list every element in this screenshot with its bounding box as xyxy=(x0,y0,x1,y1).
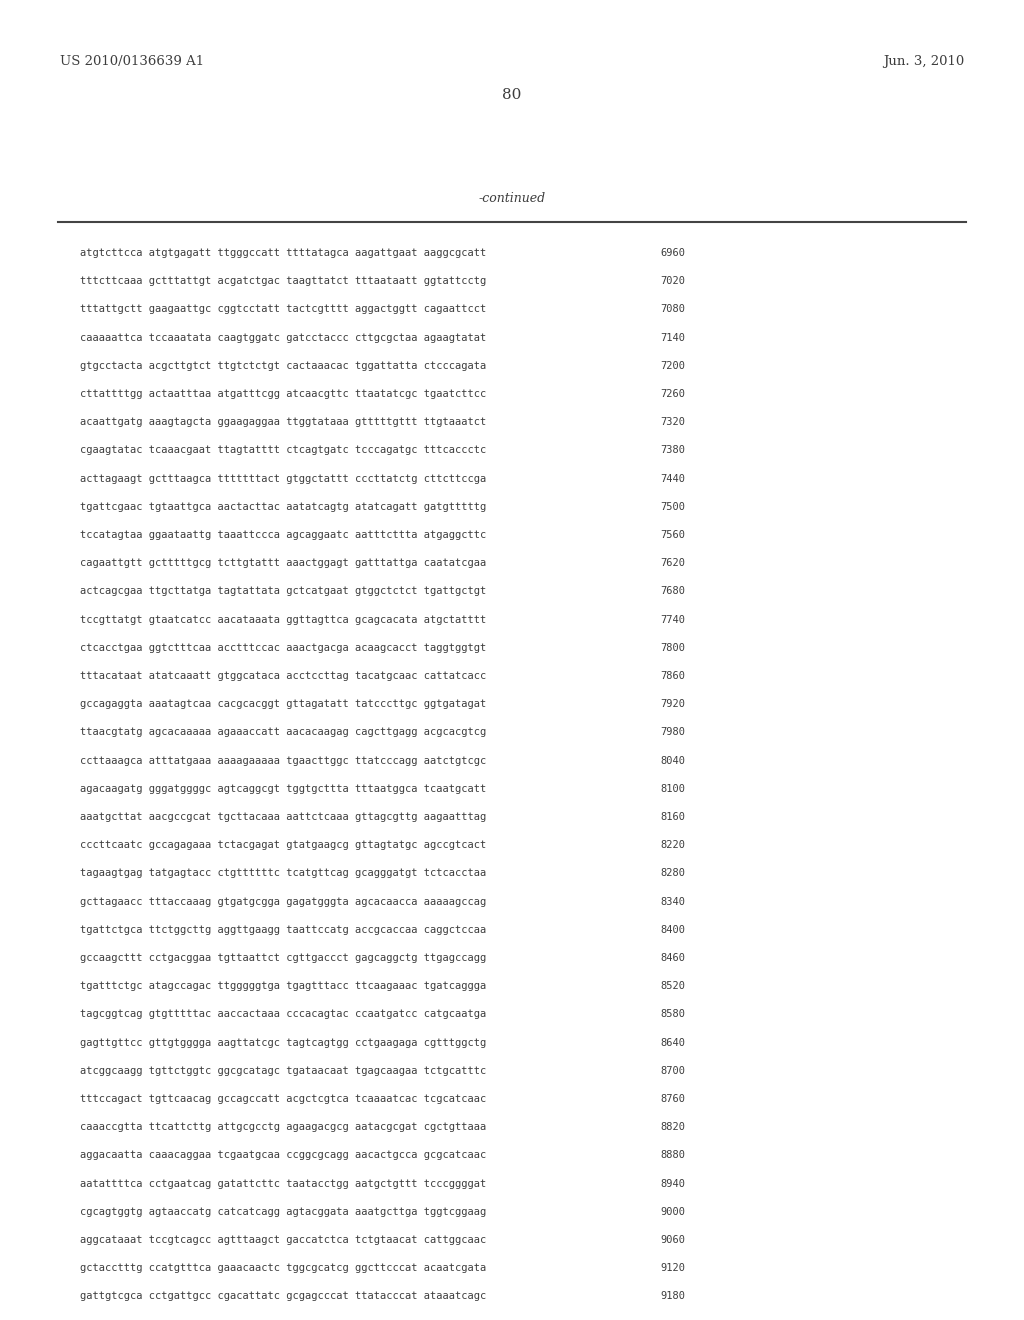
Text: ccttaaagca atttatgaaa aaaagaaaaa tgaacttggc ttatcccagg aatctgtcgc: ccttaaagca atttatgaaa aaaagaaaaa tgaactt… xyxy=(80,755,486,766)
Text: tttcttcaaa gctttattgt acgatctgac taagttatct tttaataatt ggtattcctg: tttcttcaaa gctttattgt acgatctgac taagtta… xyxy=(80,276,486,286)
Text: 7260: 7260 xyxy=(660,389,685,399)
Text: ctcacctgaa ggtctttcaa acctttccac aaactgacga acaagcacct taggtggtgt: ctcacctgaa ggtctttcaa acctttccac aaactga… xyxy=(80,643,486,653)
Text: tagcggtcag gtgtttttac aaccactaaa cccacagtac ccaatgatcc catgcaatga: tagcggtcag gtgtttttac aaccactaaa cccacag… xyxy=(80,1010,486,1019)
Text: agacaagatg gggatggggc agtcaggcgt tggtgcttta tttaatggca tcaatgcatt: agacaagatg gggatggggc agtcaggcgt tggtgct… xyxy=(80,784,486,793)
Text: 8760: 8760 xyxy=(660,1094,685,1104)
Text: 8340: 8340 xyxy=(660,896,685,907)
Text: 7620: 7620 xyxy=(660,558,685,568)
Text: 6960: 6960 xyxy=(660,248,685,257)
Text: cgaagtatac tcaaacgaat ttagtatttt ctcagtgatc tcccagatgc tttcaccctc: cgaagtatac tcaaacgaat ttagtatttt ctcagtg… xyxy=(80,445,486,455)
Text: tagaagtgag tatgagtacc ctgttttttc tcatgttcag gcagggatgt tctcacctaa: tagaagtgag tatgagtacc ctgttttttc tcatgtt… xyxy=(80,869,486,878)
Text: gccaagcttt cctgacggaa tgttaattct cgttgaccct gagcaggctg ttgagccagg: gccaagcttt cctgacggaa tgttaattct cgttgac… xyxy=(80,953,486,964)
Text: 7800: 7800 xyxy=(660,643,685,653)
Text: gctacctttg ccatgtttca gaaacaactc tggcgcatcg ggcttcccat acaatcgata: gctacctttg ccatgtttca gaaacaactc tggcgca… xyxy=(80,1263,486,1274)
Text: tgattcgaac tgtaattgca aactacttac aatatcagtg atatcagatt gatgtttttg: tgattcgaac tgtaattgca aactacttac aatatca… xyxy=(80,502,486,512)
Text: atcggcaagg tgttctggtc ggcgcatagc tgataacaat tgagcaagaa tctgcatttc: atcggcaagg tgttctggtc ggcgcatagc tgataac… xyxy=(80,1065,486,1076)
Text: acttagaagt gctttaagca tttttttact gtggctattt cccttatctg cttcttccga: acttagaagt gctttaagca tttttttact gtggcta… xyxy=(80,474,486,483)
Text: gccagaggta aaatagtcaa cacgcacggt gttagatatt tatcccttgc ggtgatagat: gccagaggta aaatagtcaa cacgcacggt gttagat… xyxy=(80,700,486,709)
Text: 8580: 8580 xyxy=(660,1010,685,1019)
Text: atgtcttcca atgtgagatt ttgggccatt ttttatagca aagattgaat aaggcgcatt: atgtcttcca atgtgagatt ttgggccatt ttttata… xyxy=(80,248,486,257)
Text: 7440: 7440 xyxy=(660,474,685,483)
Text: aggacaatta caaacaggaa tcgaatgcaa ccggcgcagg aacactgcca gcgcatcaac: aggacaatta caaacaggaa tcgaatgcaa ccggcgc… xyxy=(80,1151,486,1160)
Text: ttaacgtatg agcacaaaaa agaaaccatt aacacaagag cagcttgagg acgcacgtcg: ttaacgtatg agcacaaaaa agaaaccatt aacacaa… xyxy=(80,727,486,738)
Text: 7500: 7500 xyxy=(660,502,685,512)
Text: cttattttgg actaatttaa atgatttcgg atcaacgttc ttaatatcgc tgaatcttcc: cttattttgg actaatttaa atgatttcgg atcaacg… xyxy=(80,389,486,399)
Text: 8940: 8940 xyxy=(660,1179,685,1188)
Text: tttacataat atatcaaatt gtggcataca acctccttag tacatgcaac cattatcacc: tttacataat atatcaaatt gtggcataca acctcct… xyxy=(80,671,486,681)
Text: 7920: 7920 xyxy=(660,700,685,709)
Text: 8700: 8700 xyxy=(660,1065,685,1076)
Text: 8460: 8460 xyxy=(660,953,685,964)
Text: 8520: 8520 xyxy=(660,981,685,991)
Text: cgcagtggtg agtaaccatg catcatcagg agtacggata aaatgcttga tggtcggaag: cgcagtggtg agtaaccatg catcatcagg agtacgg… xyxy=(80,1206,486,1217)
Text: aatattttca cctgaatcag gatattcttc taatacctgg aatgctgttt tcccggggat: aatattttca cctgaatcag gatattcttc taatacc… xyxy=(80,1179,486,1188)
Text: 7380: 7380 xyxy=(660,445,685,455)
Text: 7980: 7980 xyxy=(660,727,685,738)
Text: 8820: 8820 xyxy=(660,1122,685,1133)
Text: tttattgctt gaagaattgc cggtcctatt tactcgtttt aggactggtt cagaattcct: tttattgctt gaagaattgc cggtcctatt tactcgt… xyxy=(80,305,486,314)
Text: 8400: 8400 xyxy=(660,925,685,935)
Text: 7740: 7740 xyxy=(660,615,685,624)
Text: tccgttatgt gtaatcatcc aacataaata ggttagttca gcagcacata atgctatttt: tccgttatgt gtaatcatcc aacataaata ggttagt… xyxy=(80,615,486,624)
Text: caaaaattca tccaaatata caagtggatc gatcctaccc cttgcgctaa agaagtatat: caaaaattca tccaaatata caagtggatc gatccta… xyxy=(80,333,486,343)
Text: 8880: 8880 xyxy=(660,1151,685,1160)
Text: cccttcaatc gccagagaaa tctacgagat gtatgaagcg gttagtatgc agccgtcact: cccttcaatc gccagagaaa tctacgagat gtatgaa… xyxy=(80,841,486,850)
Text: 8040: 8040 xyxy=(660,755,685,766)
Text: 7680: 7680 xyxy=(660,586,685,597)
Text: 8640: 8640 xyxy=(660,1038,685,1048)
Text: 8280: 8280 xyxy=(660,869,685,878)
Text: 9060: 9060 xyxy=(660,1236,685,1245)
Text: tccatagtaa ggaataattg taaattccca agcaggaatc aatttcttta atgaggcttc: tccatagtaa ggaataattg taaattccca agcagga… xyxy=(80,531,486,540)
Text: caaaccgtta ttcattcttg attgcgcctg agaagacgcg aatacgcgat cgctgttaaa: caaaccgtta ttcattcttg attgcgcctg agaagac… xyxy=(80,1122,486,1133)
Text: 7860: 7860 xyxy=(660,671,685,681)
Text: 7320: 7320 xyxy=(660,417,685,428)
Text: gagttgttcc gttgtgggga aagttatcgc tagtcagtgg cctgaagaga cgtttggctg: gagttgttcc gttgtgggga aagttatcgc tagtcag… xyxy=(80,1038,486,1048)
Text: aaatgcttat aacgccgcat tgcttacaaa aattctcaaa gttagcgttg aagaatttag: aaatgcttat aacgccgcat tgcttacaaa aattctc… xyxy=(80,812,486,822)
Text: 7140: 7140 xyxy=(660,333,685,343)
Text: 9120: 9120 xyxy=(660,1263,685,1274)
Text: 7200: 7200 xyxy=(660,360,685,371)
Text: 7080: 7080 xyxy=(660,305,685,314)
Text: Jun. 3, 2010: Jun. 3, 2010 xyxy=(883,55,964,69)
Text: acaattgatg aaagtagcta ggaagaggaa ttggtataaa gtttttgttt ttgtaaatct: acaattgatg aaagtagcta ggaagaggaa ttggtat… xyxy=(80,417,486,428)
Text: gcttagaacc tttaccaaag gtgatgcgga gagatgggta agcacaacca aaaaagccag: gcttagaacc tttaccaaag gtgatgcgga gagatgg… xyxy=(80,896,486,907)
Text: 9000: 9000 xyxy=(660,1206,685,1217)
Text: 7560: 7560 xyxy=(660,531,685,540)
Text: cagaattgtt gctttttgcg tcttgtattt aaactggagt gatttattga caatatcgaa: cagaattgtt gctttttgcg tcttgtattt aaactgg… xyxy=(80,558,486,568)
Text: gattgtcgca cctgattgcc cgacattatc gcgagcccat ttatacccat ataaatcagc: gattgtcgca cctgattgcc cgacattatc gcgagcc… xyxy=(80,1291,486,1302)
Text: tgatttctgc atagccagac ttgggggtga tgagtttacc ttcaagaaac tgatcaggga: tgatttctgc atagccagac ttgggggtga tgagttt… xyxy=(80,981,486,991)
Text: 8220: 8220 xyxy=(660,841,685,850)
Text: 7020: 7020 xyxy=(660,276,685,286)
Text: aggcataaat tccgtcagcc agtttaagct gaccatctca tctgtaacat cattggcaac: aggcataaat tccgtcagcc agtttaagct gaccatc… xyxy=(80,1236,486,1245)
Text: 8160: 8160 xyxy=(660,812,685,822)
Text: 80: 80 xyxy=(503,88,521,102)
Text: tgattctgca ttctggcttg aggttgaagg taattccatg accgcaccaa caggctccaa: tgattctgca ttctggcttg aggttgaagg taattcc… xyxy=(80,925,486,935)
Text: US 2010/0136639 A1: US 2010/0136639 A1 xyxy=(60,55,204,69)
Text: -continued: -continued xyxy=(478,191,546,205)
Text: 8100: 8100 xyxy=(660,784,685,793)
Text: gtgcctacta acgcttgtct ttgtctctgt cactaaacac tggattatta ctcccagata: gtgcctacta acgcttgtct ttgtctctgt cactaaa… xyxy=(80,360,486,371)
Text: 9180: 9180 xyxy=(660,1291,685,1302)
Text: tttccagact tgttcaacag gccagccatt acgctcgtca tcaaaatcac tcgcatcaac: tttccagact tgttcaacag gccagccatt acgctcg… xyxy=(80,1094,486,1104)
Text: actcagcgaa ttgcttatga tagtattata gctcatgaat gtggctctct tgattgctgt: actcagcgaa ttgcttatga tagtattata gctcatg… xyxy=(80,586,486,597)
